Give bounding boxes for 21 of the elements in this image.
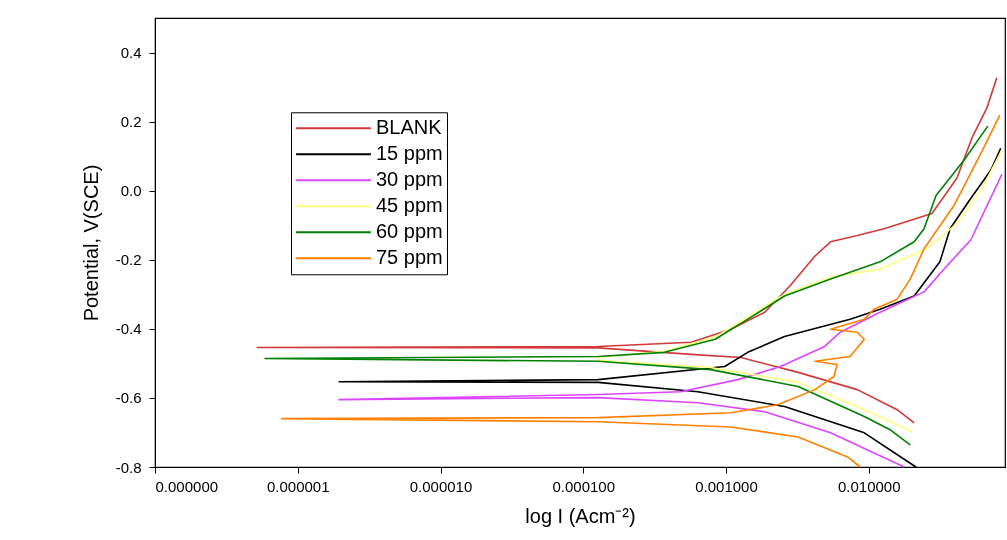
legend-label: 75 ppm [376,246,443,269]
x-tick-label: 0.000000 [155,477,219,495]
x-tick-label: 0.001000 [695,477,758,495]
x-tick-label: 0.010000 [837,477,901,495]
y-tick-label: -0.2 [115,251,142,269]
legend-label: BLANK [376,116,443,139]
x-tick-label: 0.000010 [409,477,473,495]
y-tick-label: -0.6 [115,389,142,407]
legend-label: 45 ppm [376,194,443,217]
y-axis-title: Potential, V(SCE) [79,164,102,322]
y-tick-label: -0.4 [115,320,142,338]
y-tick-label: 0.2 [120,113,142,131]
legend-label: 30 ppm [376,168,443,191]
x-tick-label: 0.000001 [266,477,330,495]
y-tick-label: 0.4 [120,44,142,62]
legend-label: 15 ppm [376,142,443,165]
x-tick-label: 0.000100 [552,477,616,495]
y-tick-label: -0.8 [115,458,142,476]
legend-label: 60 ppm [376,220,443,243]
y-tick-label: 0.0 [120,182,142,200]
x-axis-title: log I (Acm⁻²) [525,504,636,527]
